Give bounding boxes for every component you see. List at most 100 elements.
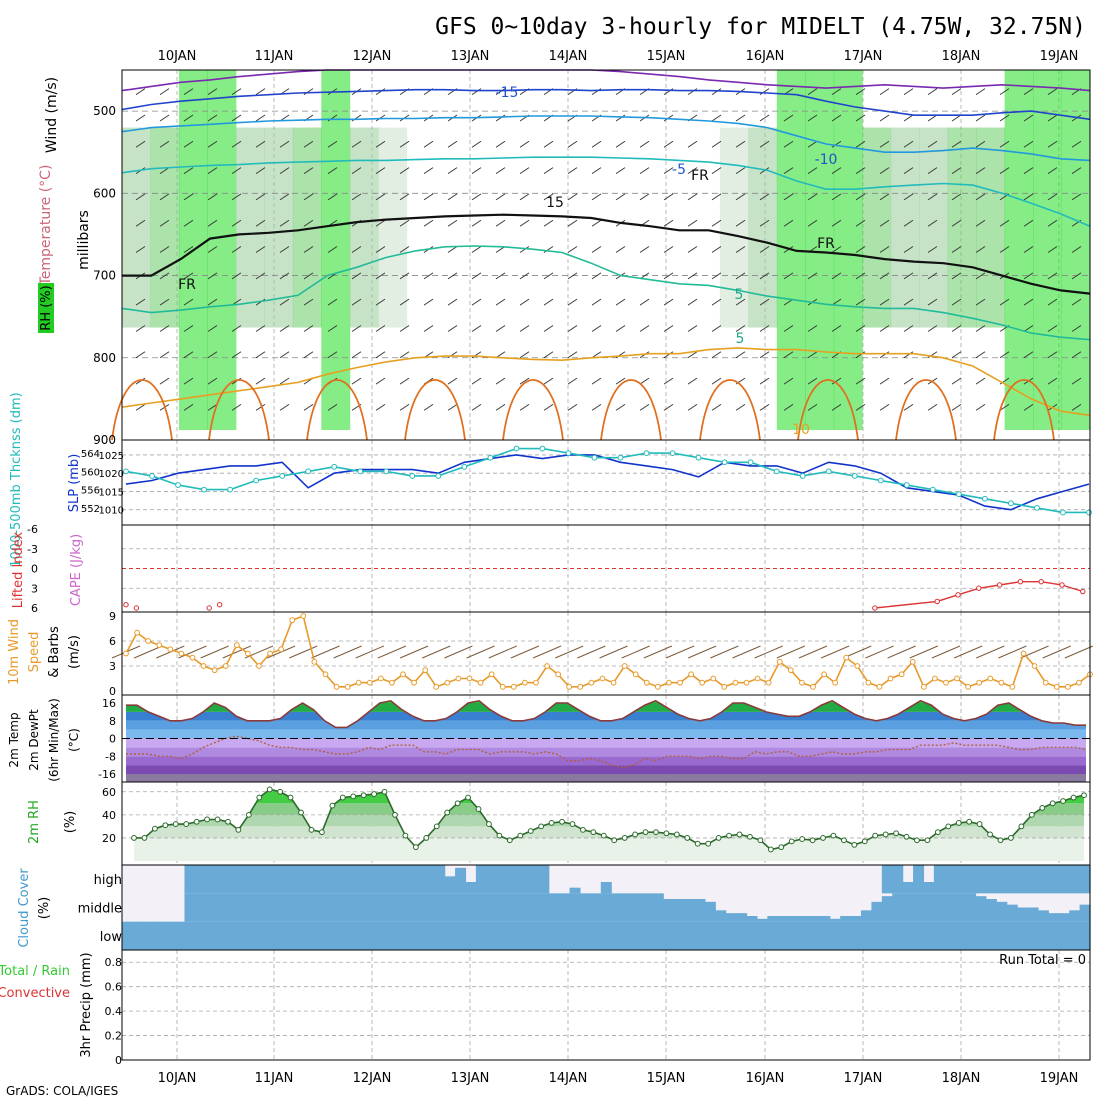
upper-wind-barb	[375, 404, 386, 411]
cloud-cell	[819, 916, 831, 922]
date-label-top: 13JAN	[451, 49, 490, 64]
cloud-cell	[496, 865, 508, 894]
upper-wind-barb	[495, 404, 506, 411]
thickness-line-point	[539, 445, 546, 452]
upper-wind-barb	[183, 377, 194, 385]
upper-wind-barb	[807, 219, 818, 227]
upper-wind-barb	[927, 298, 938, 306]
li-tick: 3	[31, 582, 38, 595]
cloud-cell	[704, 901, 716, 922]
cloud-cell	[538, 865, 550, 894]
cloud-cell	[902, 921, 914, 950]
cloud-cell	[517, 893, 529, 922]
rh-line-point	[882, 831, 889, 838]
thickness-line-point	[799, 473, 806, 479]
wind-barb	[710, 645, 739, 659]
cloud-cell	[371, 921, 383, 950]
upper-wind-barb	[1023, 140, 1034, 148]
cloud-cell	[205, 921, 217, 950]
wind-speed-line-point	[599, 675, 606, 682]
rh-line-point	[893, 830, 899, 837]
cloud-cell	[382, 893, 394, 922]
cloud-cell	[840, 921, 852, 950]
upper-wind-barb	[1071, 272, 1082, 280]
upper-wind-barb	[207, 88, 218, 96]
upper-wind-barb	[927, 167, 938, 174]
cloud-cell	[153, 921, 165, 950]
temp-ylabel: (6hr Min/Max)	[47, 698, 61, 782]
contour-label: -5	[672, 162, 686, 178]
temperature-contour	[208, 379, 270, 441]
wind-barb	[820, 645, 850, 659]
upper-wind-barb	[951, 140, 962, 148]
upper-wind-barb	[1071, 377, 1082, 385]
upper-wind-barb	[279, 298, 290, 306]
rh-line-point	[861, 838, 868, 845]
slp-ylabel-slp: SLP (mb)	[67, 454, 82, 513]
upper-wind-barb	[735, 351, 746, 359]
temp-band	[126, 703, 1086, 712]
upper-wind-barb	[183, 351, 194, 359]
rh-line-point	[799, 836, 806, 842]
wind-speed-line-point	[134, 629, 140, 636]
upper-wind-barb	[399, 298, 410, 306]
upper-wind-barb	[759, 325, 770, 332]
upper-wind-barb	[447, 167, 458, 174]
cloud-cell	[1037, 910, 1049, 922]
upper-wind-barb	[903, 114, 914, 122]
upper-wind-barb	[927, 351, 938, 359]
rh-line-point	[548, 820, 555, 826]
upper-wind-barb	[783, 272, 794, 280]
cloud-cell	[652, 893, 664, 922]
upper-wind-barb	[687, 219, 698, 227]
wind-speed-line-point	[654, 683, 661, 690]
upper-wind-barb	[711, 114, 722, 122]
upper-wind-barb	[711, 88, 722, 96]
cloud-cell	[507, 893, 519, 922]
thickness-line-point	[955, 491, 962, 498]
upper-wind-barb	[591, 219, 602, 227]
upper-wind-barb	[663, 404, 674, 411]
cloud-cell	[1069, 910, 1081, 922]
cloud-cell	[226, 865, 238, 894]
cloud-cell	[954, 865, 966, 894]
temp-band	[126, 765, 1086, 774]
cloud-cell	[985, 921, 997, 950]
wind-speed-line-point	[400, 671, 406, 678]
upper-wind-barb	[759, 272, 770, 280]
wind-barb	[377, 645, 407, 659]
cloud-cell	[850, 921, 862, 950]
contour-label: FR	[817, 236, 835, 252]
upper-wind-barb	[855, 325, 866, 332]
wind-barb	[399, 645, 429, 659]
rh-line-point	[266, 786, 273, 793]
upper-wind-barb	[1047, 219, 1058, 227]
cloud-cell	[881, 896, 893, 922]
date-label-top: 18JAN	[942, 49, 981, 64]
upper-wind-barb	[495, 272, 506, 280]
upper-wind-barb	[495, 325, 506, 332]
rh-line-point	[308, 826, 315, 833]
cloud-cell	[652, 921, 664, 950]
upper-wind-barb	[927, 246, 938, 253]
upper-wind-barb	[975, 404, 986, 411]
cloud-cell	[965, 921, 977, 950]
upper-wind-barb	[759, 404, 770, 411]
cloud-cell	[278, 865, 290, 894]
upper-wind-barb	[255, 377, 266, 385]
contour-label: FR	[178, 277, 196, 293]
wind-speed-line-point	[610, 679, 617, 686]
upper-wind-barb	[423, 167, 434, 174]
upper-wind-barb	[735, 114, 746, 122]
upper-wind-barb	[423, 272, 434, 280]
upper-wind-barb	[159, 246, 170, 253]
cloud-cell	[892, 893, 904, 922]
li-point	[1059, 582, 1065, 588]
upper-wind-barb	[231, 193, 242, 201]
wind-speed-line	[125, 614, 1091, 689]
upper-wind-barb	[207, 193, 218, 201]
wind-speed-line-point	[278, 646, 285, 653]
upper-wind-barb	[759, 88, 770, 96]
upper-wind-barb	[783, 377, 794, 385]
run-total-label: Run Total = 0	[999, 953, 1086, 968]
